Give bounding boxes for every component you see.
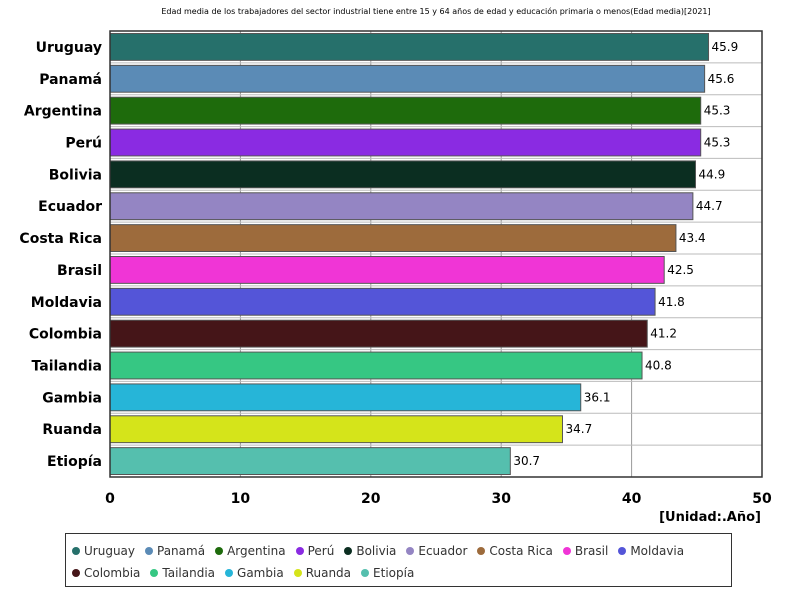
legend-label: Bolivia	[356, 544, 397, 558]
bar-argentina	[109, 96, 702, 125]
value-label: 41.2	[650, 327, 677, 341]
bar-moldavia	[109, 287, 656, 316]
value-label: 45.9	[712, 40, 739, 54]
category-label: Gambia	[42, 390, 102, 406]
legend-label: Argentina	[227, 544, 286, 558]
x-tick-label: 0	[105, 491, 115, 507]
x-tick-label: 30	[491, 491, 511, 507]
legend-item: Gambia	[225, 562, 284, 584]
value-label: 45.6	[708, 72, 735, 86]
category-label: Moldavia	[31, 295, 102, 311]
legend-label: Gambia	[237, 566, 284, 580]
legend-marker-icon	[562, 547, 571, 555]
value-label: 36.1	[584, 390, 611, 404]
category-label: Brasil	[57, 263, 102, 279]
legend-marker-icon	[618, 547, 627, 555]
plot-frame	[109, 30, 763, 478]
legend-label: Costa Rica	[489, 544, 553, 558]
legend-label: Ruanda	[305, 566, 352, 580]
unit-label: [Unidad:.Año]	[659, 510, 761, 525]
value-label: 45.3	[704, 104, 731, 118]
bar-tailandia	[109, 351, 643, 380]
legend-item: Perú	[295, 540, 335, 562]
legend-label: Uruguay	[84, 544, 135, 558]
category-label: Etiopía	[47, 454, 102, 470]
category-label: Panamá	[39, 72, 102, 88]
category-label: Uruguay	[36, 40, 102, 56]
bar-costa-rica	[109, 224, 677, 252]
value-label: 44.9	[698, 167, 725, 181]
legend-item: Uruguay	[72, 540, 135, 562]
value-label: 41.8	[658, 295, 685, 309]
legend-item: Bolivia	[344, 540, 396, 562]
legend-label: Panamá	[157, 544, 206, 558]
legend-marker-icon	[72, 569, 80, 577]
bar-perú	[109, 128, 702, 157]
legend-marker-icon	[295, 547, 304, 555]
category-label: Colombia	[29, 327, 102, 343]
legend-marker-icon	[145, 547, 153, 555]
legend-label: Brasil	[574, 544, 609, 558]
legend-marker-icon	[72, 547, 80, 555]
bar-colombia	[109, 319, 648, 348]
x-tick-label: 40	[622, 491, 642, 507]
legend-item: Colombia	[72, 562, 140, 584]
legend-marker-icon	[344, 547, 353, 555]
category-label: Tailandia	[32, 359, 102, 375]
legend-marker-icon	[361, 569, 370, 577]
x-tick-label: 50	[752, 491, 772, 507]
legend-item: Brasil	[562, 540, 609, 562]
legend-item: Etiopía	[361, 562, 414, 584]
legend-item: Ecuador	[406, 540, 467, 562]
legend-label: Ecuador	[418, 544, 468, 558]
value-label: 42.5	[667, 263, 694, 277]
category-label: Argentina	[24, 104, 102, 120]
x-tick-label: 20	[361, 491, 381, 507]
bar-brasil	[109, 256, 665, 284]
x-tick-label: 10	[231, 491, 251, 507]
legend-label: Perú	[307, 544, 335, 558]
bar-gambia	[109, 383, 582, 412]
legend-marker-icon	[406, 547, 415, 555]
value-label: 43.4	[679, 231, 706, 245]
legend-label: Colombia	[84, 566, 141, 580]
value-label: 40.8	[645, 359, 672, 373]
category-label: Ecuador	[38, 199, 102, 215]
legend-item: Argentina	[215, 540, 286, 562]
legend-item: Panamá	[145, 540, 205, 562]
bar-uruguay	[109, 33, 710, 61]
category-label: Perú	[65, 136, 102, 152]
legend-marker-icon	[477, 547, 486, 555]
legend-item: Tailandia	[150, 562, 215, 584]
bar-bolivia	[109, 160, 696, 189]
value-label: 45.3	[704, 136, 731, 150]
legend-marker-icon	[293, 569, 302, 577]
legend-item: Moldavia	[618, 540, 684, 562]
legend-item: Ruanda	[293, 562, 352, 584]
plot-area: 45.9 Uruguay 45.6 Panamá 45.3 Argentina 45.3 Pe…	[19, 30, 772, 507]
chart-title: Edad media de los trabajadores del secto…	[161, 6, 710, 16]
legend-marker-icon	[150, 569, 159, 577]
bar-ecuador	[109, 192, 694, 221]
legend-marker-icon	[225, 569, 234, 577]
legend: Uruguay Panamá Argentina Perú Bolivia Ecuador…	[65, 533, 732, 587]
bar-etiopía	[109, 447, 511, 475]
bar-ruanda	[109, 415, 563, 444]
value-label: 30.7	[513, 454, 540, 468]
legend-marker-icon	[215, 547, 224, 555]
legend-label: Tailandia	[162, 566, 216, 580]
legend-label: Etiopía	[373, 566, 415, 580]
category-label: Costa Rica	[19, 231, 102, 247]
legend-item: Costa Rica	[477, 540, 553, 562]
legend-label: Moldavia	[630, 544, 685, 558]
value-label: 44.7	[696, 199, 723, 213]
value-label: 34.7	[565, 422, 592, 436]
bar-panamá	[109, 64, 706, 93]
category-label: Bolivia	[49, 167, 102, 183]
category-label: Ruanda	[42, 422, 102, 438]
